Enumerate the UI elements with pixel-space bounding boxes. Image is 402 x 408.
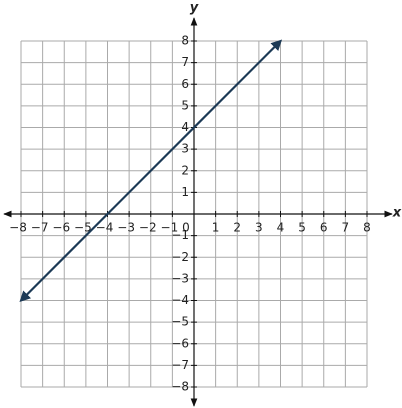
- x-tick-label: −6: [52, 221, 70, 235]
- y-tick-label: −1: [171, 228, 189, 242]
- y-tick-label: 2: [181, 163, 189, 177]
- x-tick-label: 8: [363, 221, 371, 235]
- x-tick-label: −7: [31, 221, 49, 235]
- x-tick-label: 4: [277, 221, 285, 235]
- y-tick-label: 8: [181, 34, 189, 48]
- x-tick-label: 3: [255, 221, 263, 235]
- x-tick-label: −2: [139, 221, 157, 235]
- y-tick-label: −7: [171, 358, 189, 372]
- y-tick-label: 6: [181, 77, 189, 91]
- line: [19, 39, 283, 303]
- y-tick-label: 4: [181, 120, 189, 134]
- y-tick-label: −8: [171, 380, 189, 394]
- y-tick-label: −2: [171, 250, 189, 264]
- x-axis-label: x: [392, 206, 402, 221]
- y-tick-label: −5: [171, 315, 189, 329]
- y-tick-label: 3: [181, 142, 189, 156]
- y-tick-label: −3: [171, 271, 189, 285]
- y-tick-label: −6: [171, 336, 189, 350]
- y-tick-label: 1: [181, 185, 189, 199]
- y-tick-label: 5: [181, 98, 189, 112]
- x-tick-label: 7: [342, 221, 350, 235]
- x-tick-label: 6: [320, 221, 328, 235]
- x-tick-label: 2: [233, 221, 241, 235]
- x-tick-label: −8: [9, 221, 27, 235]
- y-tick-label: −4: [171, 293, 189, 307]
- x-tick-label: 1: [212, 221, 220, 235]
- x-tick-label: −3: [117, 221, 135, 235]
- x-tick-label: 5: [298, 221, 306, 235]
- y-axis-label: y: [190, 1, 199, 16]
- y-tick-label: 7: [181, 55, 189, 69]
